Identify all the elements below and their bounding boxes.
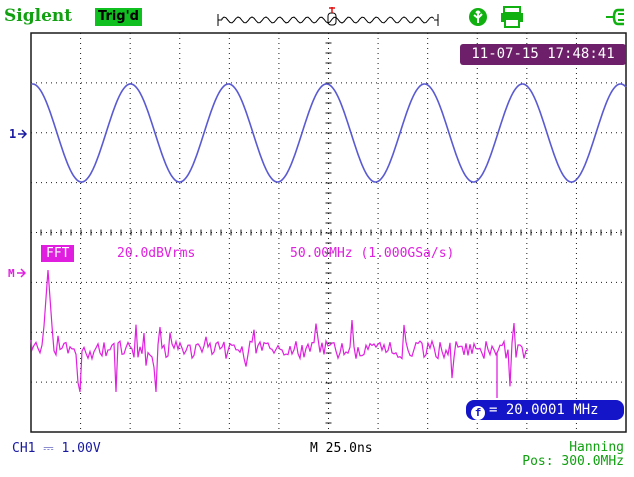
timebase-readout: M 25.0ns [310, 441, 373, 456]
svg-text:1: 1 [9, 127, 16, 141]
graticule-grid [30, 32, 627, 433]
fft-window-label: Hanning [569, 440, 624, 455]
fft-marker-icon: M [8, 267, 27, 280]
ch1-waveform [30, 83, 627, 183]
ch1-marker-icon: 1 [9, 127, 28, 141]
frequency-icon: f [471, 406, 485, 420]
printer-icon [501, 6, 523, 28]
plug-icon [606, 8, 624, 26]
cursor-frequency-value: = 20.0001 MHz [489, 402, 599, 418]
cursor-frequency-readout: f = 20.0001 MHz [466, 400, 624, 420]
fft-position-readout: Pos: 300.0MHz [522, 454, 624, 469]
usb-icon [469, 8, 487, 26]
fft-span-readout: 50.00MHz (1.000GSa/s) [290, 246, 455, 261]
datetime-readout: 11-07-15 17:48:41 [460, 44, 626, 65]
fft-spectrum-trace [30, 269, 529, 393]
brand-logo: Siglent [4, 6, 73, 26]
fft-label-badge: FFT [41, 245, 75, 262]
ch1-scale-readout: CH1 ⎓ 1.00V [12, 441, 101, 456]
fft-vertical-scale: 20.0dBVrms [117, 246, 196, 261]
trigger-status-badge: Trig'd [95, 8, 142, 26]
memory-depth-indicator [217, 7, 439, 26]
svg-text:M: M [8, 267, 15, 280]
